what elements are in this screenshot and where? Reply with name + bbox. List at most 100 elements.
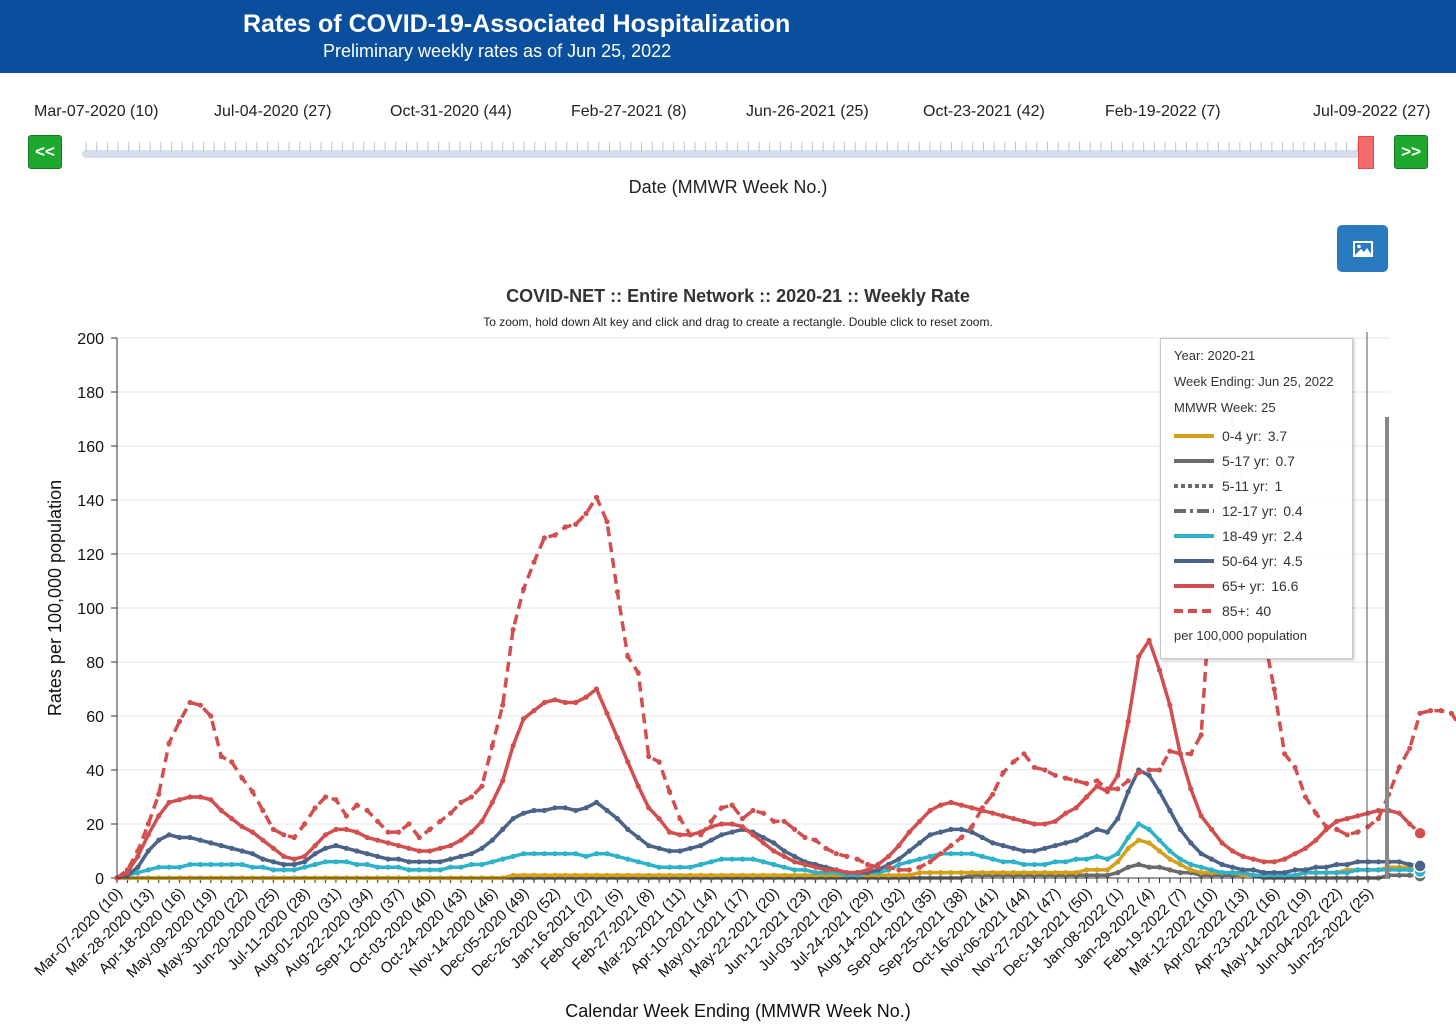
data-point[interactable] [1094, 853, 1100, 860]
data-point[interactable] [1355, 859, 1361, 865]
data-point[interactable] [291, 867, 297, 873]
data-point[interactable] [802, 861, 808, 868]
data-point[interactable] [1146, 864, 1152, 870]
data-point[interactable] [1407, 872, 1413, 878]
data-point[interactable] [1261, 870, 1267, 876]
data-point[interactable] [156, 791, 162, 797]
data-point[interactable] [614, 735, 621, 741]
data-point[interactable] [385, 829, 391, 835]
data-point[interactable] [510, 743, 516, 749]
data-point[interactable] [1365, 859, 1371, 865]
data-point[interactable] [1031, 870, 1037, 876]
data-point[interactable] [1021, 818, 1027, 824]
next-week-button[interactable]: >> [1394, 135, 1428, 169]
data-point[interactable] [124, 867, 130, 873]
data-point[interactable] [395, 843, 402, 849]
data-point[interactable] [208, 797, 214, 803]
data-point[interactable] [479, 818, 485, 824]
data-point[interactable] [604, 519, 610, 525]
data-point[interactable] [1292, 851, 1298, 857]
data-point[interactable] [739, 856, 746, 862]
data-point[interactable] [854, 856, 860, 862]
data-point[interactable] [698, 832, 704, 838]
data-point[interactable] [510, 816, 516, 822]
data-point[interactable] [885, 853, 892, 860]
data-point[interactable] [927, 870, 933, 876]
data-point[interactable] [1156, 837, 1163, 843]
data-point[interactable] [573, 851, 579, 857]
data-point[interactable] [666, 864, 673, 870]
data-point[interactable] [521, 716, 527, 722]
data-point[interactable] [1115, 870, 1121, 876]
data-point[interactable] [145, 867, 151, 873]
data-point[interactable] [1083, 867, 1090, 873]
data-point[interactable] [979, 870, 985, 876]
data-point[interactable] [229, 861, 235, 868]
data-point[interactable] [969, 824, 975, 830]
data-point[interactable] [990, 856, 996, 862]
data-point[interactable] [1115, 859, 1121, 865]
data-point[interactable] [166, 799, 172, 806]
data-point[interactable] [708, 837, 714, 843]
data-point[interactable] [343, 826, 349, 833]
data-point[interactable] [531, 851, 537, 857]
data-point[interactable] [281, 832, 287, 838]
data-point[interactable] [364, 851, 370, 857]
data-point[interactable] [218, 807, 224, 814]
data-point[interactable] [917, 870, 923, 876]
data-point[interactable] [479, 845, 485, 851]
series-18-49-yr[interactable] [114, 821, 1427, 881]
data-point[interactable] [166, 864, 172, 870]
data-point[interactable] [291, 856, 297, 862]
data-point[interactable] [583, 805, 589, 811]
data-point[interactable] [239, 824, 245, 830]
data-point[interactable] [510, 853, 516, 860]
data-point[interactable] [1104, 867, 1110, 873]
data-point[interactable] [1042, 767, 1048, 773]
data-point[interactable] [1396, 867, 1402, 873]
data-point[interactable] [1042, 870, 1048, 876]
data-point[interactable] [1042, 861, 1048, 868]
data-point[interactable] [1115, 851, 1121, 857]
data-point[interactable] [1334, 870, 1340, 876]
data-point[interactable] [573, 699, 579, 706]
data-point[interactable] [635, 783, 641, 789]
data-point[interactable] [1052, 843, 1058, 849]
data-point[interactable] [614, 872, 621, 878]
data-point[interactable] [1323, 870, 1329, 876]
data-point[interactable] [448, 864, 454, 870]
data-point[interactable] [458, 853, 464, 860]
data-point[interactable] [416, 848, 422, 854]
data-point[interactable] [593, 851, 600, 857]
data-point[interactable] [343, 859, 349, 865]
data-point[interactable] [1000, 770, 1006, 776]
data-point[interactable] [1292, 764, 1298, 770]
data-point[interactable] [646, 753, 652, 760]
data-point[interactable] [1302, 867, 1309, 873]
data-point[interactable] [1073, 805, 1079, 811]
data-point[interactable] [1396, 764, 1402, 770]
data-point[interactable] [375, 818, 381, 824]
data-point[interactable] [729, 821, 735, 827]
data-point[interactable] [531, 559, 537, 565]
data-point[interactable] [1052, 870, 1058, 876]
data-point[interactable] [1167, 856, 1173, 862]
data-point[interactable] [604, 807, 610, 814]
data-point[interactable] [917, 818, 923, 824]
download-image-button[interactable] [1337, 225, 1388, 272]
data-point[interactable] [510, 872, 516, 878]
data-point[interactable] [750, 872, 756, 878]
data-point[interactable] [427, 848, 433, 854]
data-point[interactable] [844, 853, 850, 860]
data-point[interactable] [656, 872, 662, 878]
data-point[interactable] [229, 759, 235, 765]
data-point[interactable] [1198, 864, 1204, 870]
data-point[interactable] [729, 829, 735, 835]
data-point[interactable] [656, 864, 662, 870]
data-point[interactable] [625, 759, 631, 765]
data-point[interactable] [208, 713, 214, 719]
data-point[interactable] [187, 794, 193, 800]
data-point[interactable] [1344, 832, 1350, 838]
data-point[interactable] [489, 837, 495, 843]
data-point[interactable] [375, 864, 381, 870]
